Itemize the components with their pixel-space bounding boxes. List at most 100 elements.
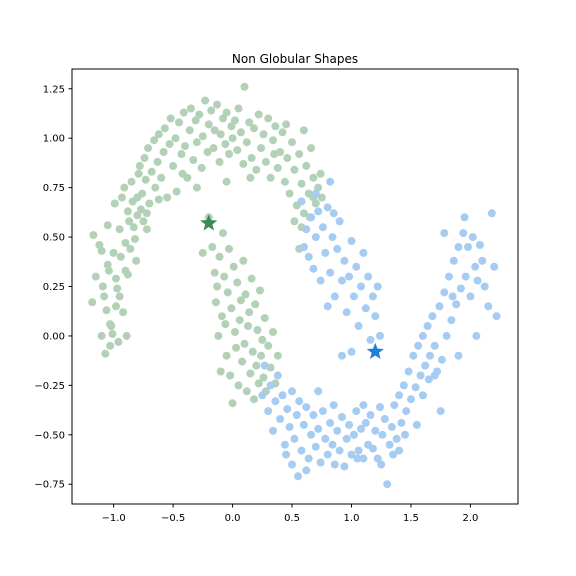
data-point-series-1-137 xyxy=(216,367,225,376)
data-point-series-2-126 xyxy=(333,244,342,253)
data-point-series-2-80 xyxy=(445,272,453,281)
data-point-series-2-116 xyxy=(309,264,318,273)
data-point-series-2-109 xyxy=(389,450,398,459)
data-point-series-2-78 xyxy=(440,288,449,297)
data-point-series-1-67 xyxy=(186,104,195,113)
data-point-series-1-20 xyxy=(114,337,123,346)
data-point-series-1-48 xyxy=(150,136,159,145)
data-point-series-1-188 xyxy=(192,183,201,192)
data-point-series-2-20 xyxy=(302,403,311,412)
data-point-series-2-154 xyxy=(314,387,323,396)
data-point-series-1-161 xyxy=(245,308,254,317)
data-point-series-1-193 xyxy=(299,126,308,135)
data-point-series-1-196 xyxy=(198,248,207,257)
data-point-series-1-23 xyxy=(118,193,126,202)
data-point-series-2-38 xyxy=(345,420,354,429)
data-point-series-1-64 xyxy=(181,142,189,151)
data-point-series-2-151 xyxy=(282,450,291,459)
data-point-series-1-182 xyxy=(115,292,124,301)
data-point-series-2-129 xyxy=(340,256,349,265)
data-point-series-2-89 xyxy=(466,292,475,301)
data-point-series-1-5 xyxy=(97,331,106,340)
data-point-series-1-157 xyxy=(240,339,249,348)
data-point-series-2-16 xyxy=(294,472,302,481)
data-point-series-1-91 xyxy=(234,104,243,113)
data-point-series-2-101 xyxy=(448,292,457,301)
x-tick-label: 2.0 xyxy=(462,513,478,524)
y-tick-label: 0.75 xyxy=(43,183,65,194)
data-point-series-2-25 xyxy=(314,424,323,433)
data-point-series-2-74 xyxy=(430,341,439,350)
data-point-series-2-8 xyxy=(276,415,285,423)
data-point-series-2-26 xyxy=(316,458,325,467)
data-point-series-2-11 xyxy=(283,405,292,414)
data-point-series-1-171 xyxy=(257,351,266,360)
data-point-series-1-79 xyxy=(210,126,219,135)
data-point-series-2-157 xyxy=(377,460,386,469)
data-point-series-2-5 xyxy=(269,426,277,435)
data-point-series-1-31 xyxy=(127,177,136,186)
data-point-series-1-141 xyxy=(221,320,230,329)
data-point-series-2-87 xyxy=(461,272,470,281)
data-point-series-2-43 xyxy=(357,424,365,433)
data-point-series-1-80 xyxy=(213,100,222,109)
data-point-series-2-131 xyxy=(345,272,354,281)
data-point-series-1-16 xyxy=(109,248,118,257)
data-point-series-1-44 xyxy=(142,225,151,234)
data-point-series-1-78 xyxy=(209,144,218,153)
data-point-series-2-146 xyxy=(311,189,320,198)
data-point-series-1-180 xyxy=(273,351,282,360)
data-point-series-2-62 xyxy=(402,407,411,416)
data-point-series-2-100 xyxy=(440,229,449,238)
data-point-series-1-114 xyxy=(288,138,296,147)
data-point-series-2-12 xyxy=(285,422,294,431)
data-point-series-1-100 xyxy=(254,110,263,119)
data-point-series-1-45 xyxy=(144,144,153,153)
data-point-series-2-132 xyxy=(347,237,356,245)
data-point-series-2-104 xyxy=(454,351,463,360)
data-point-series-1-92 xyxy=(236,128,245,137)
data-point-series-1-62 xyxy=(177,150,186,158)
data-point-series-2-22 xyxy=(307,430,316,439)
data-point-series-1-69 xyxy=(191,116,200,125)
data-point-series-1-162 xyxy=(246,369,255,378)
data-point-series-2-53 xyxy=(380,415,389,423)
data-point-series-2-79 xyxy=(442,331,451,340)
y-tick-label: 0.00 xyxy=(43,331,65,342)
data-point-series-2-66 xyxy=(411,383,420,392)
data-point-series-1-172 xyxy=(258,335,267,344)
data-point-series-2-98 xyxy=(490,262,499,271)
data-point-series-1-165 xyxy=(250,395,258,404)
y-tick-label: 0.25 xyxy=(43,282,65,293)
data-point-series-1-198 xyxy=(97,246,106,255)
data-point-series-2-72 xyxy=(426,351,434,360)
data-point-series-2-112 xyxy=(299,243,308,251)
y-tick-label: 0.50 xyxy=(43,233,65,244)
data-point-series-2-150 xyxy=(323,302,332,311)
data-point-series-2-67 xyxy=(414,341,423,350)
data-point-series-2-114 xyxy=(304,252,313,261)
data-point-series-2-93 xyxy=(475,241,484,249)
data-point-series-1-154 xyxy=(236,296,245,305)
x-tick-label: −1.0 xyxy=(101,513,125,524)
data-point-series-1-173 xyxy=(259,373,268,382)
data-point-series-2-136 xyxy=(357,282,365,291)
data-point-series-2-23 xyxy=(309,411,318,419)
data-point-series-1-52 xyxy=(157,173,166,182)
data-point-series-2-41 xyxy=(352,407,361,416)
data-point-series-2-35 xyxy=(338,413,346,421)
x-tick-label: 0.5 xyxy=(284,513,300,524)
data-point-series-1-136 xyxy=(215,252,224,261)
data-point-series-1-134 xyxy=(213,282,222,291)
data-point-series-2-91 xyxy=(471,262,480,271)
data-point-series-1-18 xyxy=(112,274,120,283)
data-point-series-1-59 xyxy=(171,134,180,143)
data-point-series-1-93 xyxy=(239,159,248,168)
data-point-series-2-133 xyxy=(349,292,358,301)
data-point-series-1-124 xyxy=(311,199,320,208)
data-point-series-1-176 xyxy=(264,341,273,350)
data-point-series-2-120 xyxy=(318,223,327,232)
data-point-series-1-84 xyxy=(221,140,230,149)
data-point-series-2-92 xyxy=(473,276,482,285)
x-axis: −1.0 −0.5 0.0 0.5 1.0 1.5 2.0 xyxy=(101,504,478,524)
